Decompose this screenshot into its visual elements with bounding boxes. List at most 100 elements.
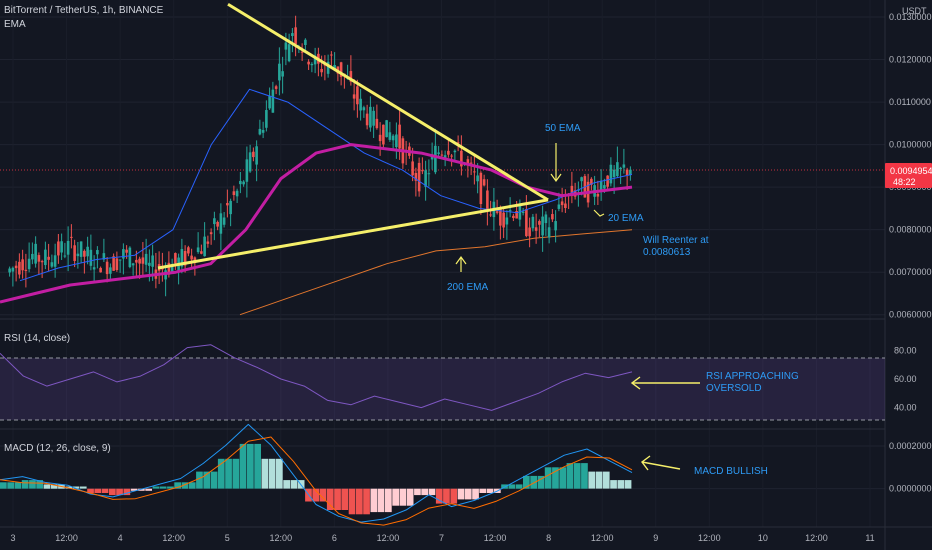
candle xyxy=(122,249,125,259)
candle xyxy=(508,210,512,212)
annotations: 50 EMA 20 EMA 200 EMA Will Reenter at 0.… xyxy=(447,123,799,477)
macd-bar xyxy=(130,488,138,491)
rsi-tick-label: 40.00 xyxy=(894,403,917,413)
candle xyxy=(70,236,73,238)
time-tick-label: 12:00 xyxy=(805,533,828,543)
trendlines[interactable] xyxy=(157,2,549,270)
macd-bar xyxy=(239,443,247,489)
candle xyxy=(135,259,138,263)
candle xyxy=(187,247,190,254)
candle xyxy=(255,146,258,165)
rsi-path xyxy=(0,344,633,411)
rsi-tick-label: 80.00 xyxy=(894,345,917,355)
candle xyxy=(554,221,557,231)
candle xyxy=(44,249,47,266)
macd-bar xyxy=(624,480,632,489)
price-tick-label: 0.0080000 xyxy=(889,225,932,235)
macd-bar xyxy=(210,471,218,489)
candle xyxy=(427,173,431,175)
candle xyxy=(196,247,200,253)
time-tick-label: 6 xyxy=(332,533,337,543)
candle xyxy=(307,61,310,65)
macd-bar xyxy=(319,488,327,502)
candle xyxy=(63,255,67,257)
candle xyxy=(560,201,564,206)
candle xyxy=(167,262,171,275)
candle xyxy=(287,44,291,62)
grid xyxy=(0,16,885,490)
candle xyxy=(417,162,421,192)
candle xyxy=(242,181,245,185)
macd-bar xyxy=(523,475,530,489)
candle xyxy=(531,216,535,229)
descending-trendline xyxy=(227,2,549,202)
macd-label[interactable]: MACD (12, 26, close, 9) xyxy=(4,443,111,454)
macd-bar xyxy=(326,488,334,510)
ema-indicator-label[interactable]: EMA xyxy=(4,19,26,30)
candle xyxy=(180,249,184,267)
macd-bar xyxy=(334,488,341,510)
price-tick-label: 0.0070000 xyxy=(889,267,932,277)
candle xyxy=(534,227,538,231)
ema20-line xyxy=(19,88,633,282)
candle xyxy=(629,169,632,176)
macd-bar xyxy=(145,488,152,491)
candle xyxy=(235,190,239,197)
rsi-label[interactable]: RSI (14, close) xyxy=(4,333,70,344)
candle xyxy=(229,200,232,215)
ema200-line xyxy=(239,229,633,316)
candle xyxy=(372,110,375,126)
candle xyxy=(83,250,86,257)
rsi-annotation-line1: RSI APPROACHING xyxy=(706,371,799,382)
macd-bar xyxy=(268,458,276,489)
candle xyxy=(203,236,206,257)
macd-bar xyxy=(254,443,261,489)
macd-bar xyxy=(21,480,29,489)
candle xyxy=(89,249,93,266)
rsi-annotation-line2: OVERSOLD xyxy=(706,383,762,394)
macd-bar xyxy=(363,488,370,515)
candle xyxy=(265,110,268,128)
candle xyxy=(365,113,369,126)
macd-histogram xyxy=(0,443,632,515)
candle xyxy=(333,64,336,70)
ema20-path xyxy=(19,88,633,282)
candle xyxy=(37,255,41,262)
candle xyxy=(473,171,476,173)
macd-bar xyxy=(43,484,51,489)
ema20-arrow xyxy=(593,209,605,217)
candle xyxy=(222,217,226,225)
candle xyxy=(538,221,541,225)
candle xyxy=(612,169,616,178)
candle xyxy=(125,249,128,253)
macd-bar xyxy=(29,480,36,489)
candle xyxy=(232,191,236,195)
candle xyxy=(18,261,21,275)
time-axis[interactable]: 3 12:00 4 12:00 5 12:00 6 12:00 7 12:00 8 12:00 9 12:… xyxy=(10,533,874,543)
candle xyxy=(447,150,450,155)
candle xyxy=(294,27,297,45)
macd-bar xyxy=(232,458,240,489)
candle xyxy=(274,86,278,89)
candle xyxy=(112,256,115,271)
candle xyxy=(245,159,249,182)
macd-bar xyxy=(588,471,596,489)
candle xyxy=(105,261,109,275)
candle xyxy=(482,179,486,186)
macd-bar xyxy=(392,488,399,506)
macd-lines xyxy=(0,423,633,526)
candle xyxy=(606,175,609,187)
chart-title: BitTorrent / TetherUS, 1h, BINANCE xyxy=(4,5,164,16)
macd-bar xyxy=(515,484,523,489)
macd-bar xyxy=(530,475,537,489)
rsi-arrow-head xyxy=(630,376,641,390)
candle xyxy=(281,71,284,77)
macd-bar xyxy=(595,471,603,489)
candle xyxy=(362,107,366,111)
candle xyxy=(213,218,216,225)
candle xyxy=(499,207,502,226)
macd-bar xyxy=(181,482,189,489)
macd-bar xyxy=(152,486,160,489)
candle xyxy=(596,193,600,197)
